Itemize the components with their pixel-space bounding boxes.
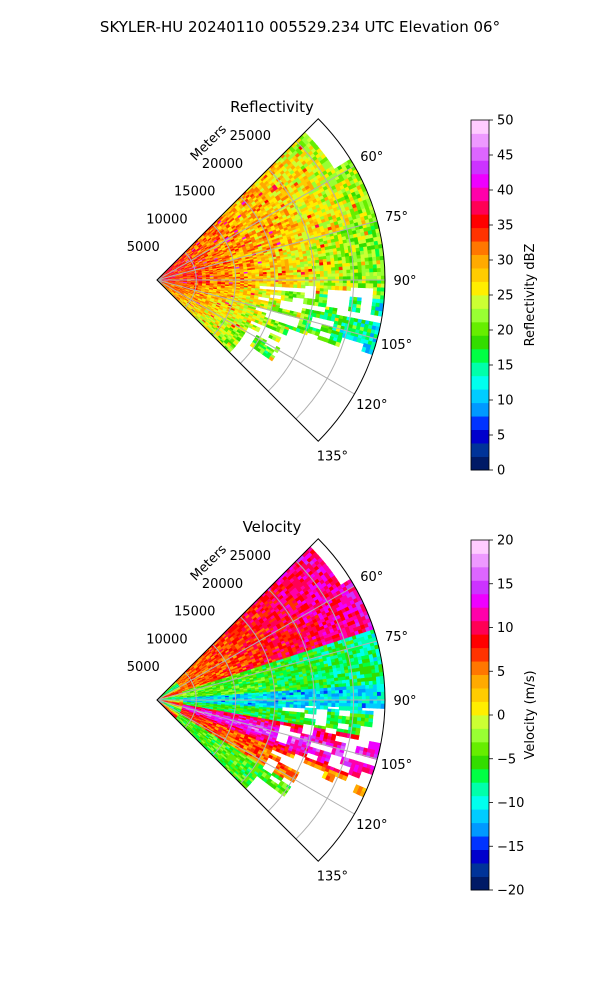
range-tick-label: 5000 [127,240,160,255]
colorbar-tick-label: 25 [497,289,514,304]
colorbar-tick-label: 0 [497,464,505,479]
colorbar-tick-label: 5 [497,429,505,444]
radar-gate [338,286,344,291]
colorbar-tick-label: 10 [497,394,514,409]
radar-gate [278,283,283,288]
radar-gate [369,283,374,289]
radar-gate [270,283,276,287]
colorbar-segment [471,214,489,229]
colorbar-segment [471,133,489,148]
range-tick-label: 20000 [202,157,243,172]
colorbar-tick-label: 15 [497,359,514,374]
radar-gate [292,293,298,298]
colorbar-segment [471,321,489,336]
radar-gate [335,341,341,348]
radar-gate [354,283,359,288]
radar-gate [280,297,286,301]
colorbar-tick-label: 35 [497,219,514,234]
colorbar-tick-label: 45 [497,149,514,164]
radar-gate [314,331,320,337]
colorbar-segment [471,227,489,242]
radar-gate [285,284,291,288]
colorbar-segment [471,173,489,188]
colorbar-segment [471,402,489,417]
colorbar-segment [471,200,489,215]
radar-gate [296,294,301,299]
radar-gate [289,284,295,288]
radar-gate [327,285,333,290]
colorbar-segment [471,335,489,350]
colorbar-segment [471,254,489,269]
radar-gate [342,286,348,291]
colorbar-segment [471,348,489,363]
colorbar-segment [471,295,489,309]
colorbar-segment [471,375,489,390]
colorbar-segment [471,416,489,431]
radar-gate [304,282,310,287]
radar-gate [293,284,298,289]
range-tick-label: 25000 [230,129,271,144]
colorbar-segment [471,241,489,256]
azimuth-tick-label: 135° [317,449,348,464]
radar-gate [297,284,302,289]
radar-gate [299,294,305,299]
colorbar-tick-label: 40 [497,184,514,199]
colorbar-segment [471,443,489,457]
radar-gate [265,294,271,299]
colorbar-segment [471,160,489,175]
radar-gate [287,298,293,303]
colorbar-segment [471,120,489,134]
colorbar-tick-label: 30 [497,254,514,269]
colorbar-tick-label: 20 [497,324,514,339]
reflectivity-colorbar: 0 5 10 15 20 25 30 35 40 45 50 Reflectiv… [470,114,538,479]
radar-gate [308,282,314,287]
radar-gate [261,294,267,298]
radar-gate [357,283,363,289]
radar-gate [259,283,264,287]
colorbar-segment [471,281,489,296]
figure-title: SKYLER-HU 20240110 005529.234 UTC Elevat… [100,18,500,36]
radar-gate [355,307,361,313]
radar-gate [365,283,371,289]
azimuth-tick-label: 120° [356,398,387,413]
colorbar-segment [471,389,489,404]
colorbar-label: Reflectivity dBZ [523,244,538,347]
azimuth-tick-label: 105° [381,338,412,353]
colorbar-segment [471,187,489,202]
radar-gate [281,284,287,288]
colorbar-segment [471,362,489,377]
reflectivity-panel: Reflectivity 5000 10000 15000 20000 2500… [127,98,538,479]
colorbar-segment [471,268,489,282]
radar-gate [262,283,268,287]
range-tick-label: 10000 [146,212,187,227]
radar-gate [334,285,340,291]
radar-gate [346,286,352,291]
azimuth-tick-label: 60° [360,150,383,165]
radar-gate [277,292,283,296]
velocity-heatmap [157,546,385,798]
radar-gate [350,283,355,288]
velocity-title: Velocity [243,518,302,536]
radar-gate [266,283,272,287]
radar-gate [361,283,367,289]
range-tick-label: 15000 [174,185,215,200]
colorbar-tick-label: 50 [497,114,514,129]
colorbar-segment [471,456,489,471]
reflectivity-title: Reflectivity [230,98,314,116]
radar-gate [331,285,336,291]
azimuth-tick-label: 75° [385,210,408,225]
colorbar-segment [471,429,489,444]
colorbar-segment [471,146,489,161]
velocity-panel: Velocity 5000 10000 15000 20000 25000 Me… [127,518,538,899]
colorbar-segment [471,308,489,323]
radar-gate [300,284,306,289]
azimuth-tick-label: 90° [393,274,416,289]
